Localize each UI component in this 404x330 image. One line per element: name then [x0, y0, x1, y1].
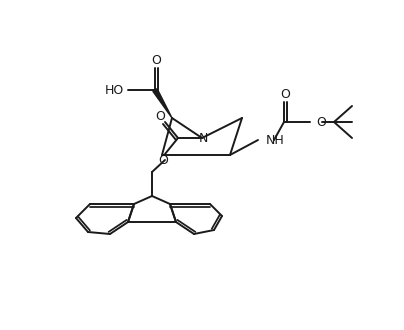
Text: O: O	[316, 116, 326, 129]
Text: O: O	[151, 54, 161, 68]
Text: N: N	[198, 133, 208, 146]
Polygon shape	[153, 89, 172, 118]
Text: O: O	[155, 110, 165, 122]
Text: HO: HO	[104, 83, 124, 96]
Text: O: O	[158, 154, 168, 168]
Text: O: O	[280, 88, 290, 102]
Text: NH: NH	[266, 135, 285, 148]
